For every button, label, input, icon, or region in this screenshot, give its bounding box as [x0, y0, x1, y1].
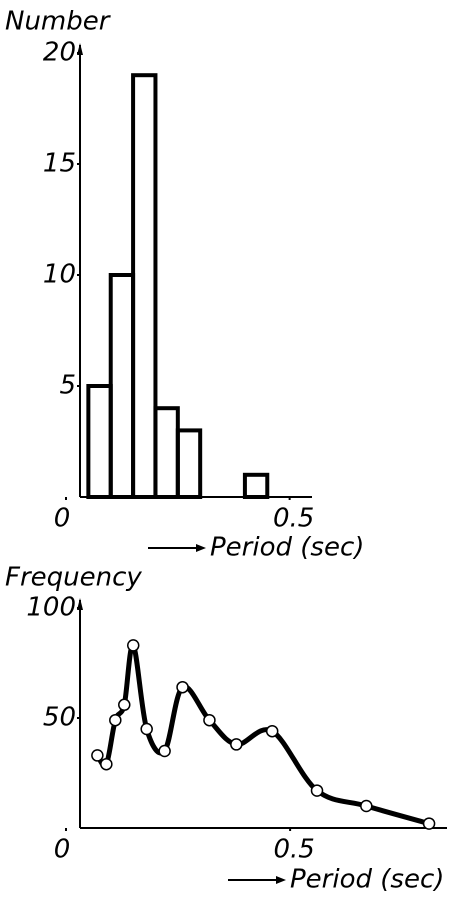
x-label-arrowhead — [196, 544, 206, 552]
y-tick-label: 10 — [43, 260, 76, 290]
point — [100, 757, 113, 771]
point — [422, 817, 436, 830]
y-axis-label: Number — [5, 7, 112, 37]
point — [310, 784, 324, 797]
point — [109, 713, 122, 727]
y-axis-label: Frequency — [5, 563, 142, 593]
x-tick-label: 0 — [54, 504, 71, 534]
point — [140, 722, 153, 736]
bar — [131, 73, 158, 499]
bar — [86, 384, 113, 499]
x-tick-label: 0.5 — [273, 504, 314, 534]
point — [176, 680, 189, 694]
y-tick-label: 50 — [43, 703, 76, 733]
x-axis-label: Period (sec) — [210, 533, 364, 563]
point — [118, 698, 131, 712]
y-tick-label: 20 — [43, 38, 76, 68]
point — [158, 744, 171, 758]
bar — [242, 472, 270, 499]
x-tick-label: 0.5 — [273, 835, 314, 865]
bar — [108, 273, 136, 499]
point — [265, 724, 279, 738]
point — [203, 713, 216, 727]
bar — [175, 428, 203, 499]
point — [91, 749, 104, 762]
point — [230, 738, 243, 751]
x-tick-label: 0 — [54, 835, 71, 865]
x-label-arrowhead — [276, 876, 286, 884]
y-tick-label: 5 — [59, 371, 76, 401]
y-tick-label: 15 — [43, 149, 76, 179]
point — [360, 799, 373, 813]
bar — [153, 406, 180, 500]
point — [126, 639, 140, 652]
x-axis-label: Period (sec) — [290, 865, 444, 895]
y-tick-label: 100 — [26, 593, 76, 623]
